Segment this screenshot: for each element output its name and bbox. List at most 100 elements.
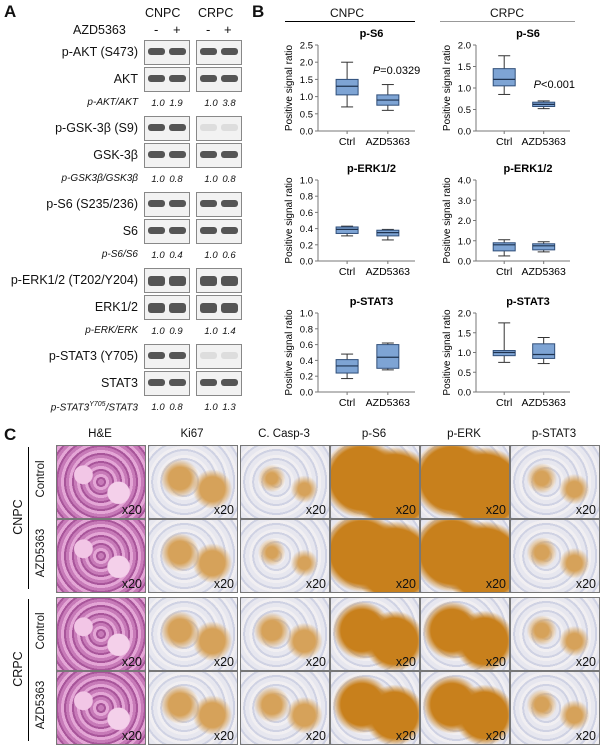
group-label: CRPC: [11, 651, 25, 687]
blot-band: [221, 352, 238, 359]
ihc-tile: x20: [56, 519, 146, 593]
magnification-label: x20: [485, 577, 506, 591]
blot-band: [148, 276, 165, 286]
p-value-symbol: P: [534, 79, 542, 91]
chart-title: p-STAT3: [506, 296, 550, 308]
y-tick-label: 0.0: [458, 127, 471, 138]
ratio-value: 1.0: [204, 174, 218, 185]
ihc-tile: x20: [420, 671, 510, 745]
blot-image: [144, 40, 190, 65]
chart-title: p-S6: [360, 28, 384, 40]
ihc-tile: x20: [56, 445, 146, 519]
ihc-tile: x20: [148, 445, 238, 519]
blot-band: [169, 227, 186, 234]
magnification-label: x20: [213, 729, 234, 743]
blot-label: p-AKT (S473): [61, 45, 138, 59]
cnpc-header-rule: [285, 21, 415, 22]
ratio-label: p-ERK/ERK: [85, 325, 138, 336]
x-tick-label: Ctrl: [496, 397, 512, 409]
blot-band: [200, 227, 217, 234]
y-tick-label: 1.0: [300, 309, 313, 320]
magnification-label: x20: [395, 503, 416, 517]
blot-band: [200, 200, 217, 207]
y-tick-label: 0.2: [300, 240, 313, 251]
magnification-label: x20: [485, 655, 506, 669]
x-tick-label: AZD5363: [522, 397, 567, 409]
y-tick-label: 1.0: [458, 348, 471, 359]
blot-band: [221, 379, 238, 386]
blot-band: [148, 227, 165, 234]
ihc-tile: x20: [148, 597, 238, 671]
ratio-value: 1.0: [204, 98, 218, 109]
magnification-label: x20: [305, 577, 326, 591]
blot-label: AKT: [113, 72, 138, 86]
blot-band: [221, 303, 238, 313]
y-tick-label: 0.8: [300, 324, 313, 335]
blot-band: [200, 124, 217, 131]
blot-image: [196, 344, 242, 369]
ihc-tile: x20: [240, 671, 330, 745]
blot-band: [169, 303, 186, 313]
magnification-label: x20: [575, 577, 596, 591]
ihc-tile: x20: [240, 597, 330, 671]
magnification-label: x20: [305, 655, 326, 669]
ratio-value: 0.8: [169, 174, 183, 185]
y-tick-label: 0.6: [300, 340, 313, 351]
ratio-value: 0.4: [169, 250, 183, 261]
blot-label: ERK1/2: [94, 300, 138, 314]
blot-image: [196, 67, 242, 92]
ihc-tile: x20: [330, 671, 420, 745]
ratio-label: p-STAT3Y705/STAT3: [50, 401, 138, 414]
panel-c-label: C: [4, 425, 17, 444]
blot-image: [196, 116, 242, 141]
group-bracket: [28, 447, 29, 589]
blot-image: [144, 344, 190, 369]
y-axis-label: Positive signal ratio: [442, 44, 453, 131]
box-iqr: [532, 343, 556, 359]
ratio-value: 1.0: [151, 174, 165, 185]
y-tick-label: 0.6: [300, 208, 313, 219]
magnification-label: x20: [485, 729, 506, 743]
ratio-value: 1.0: [204, 402, 218, 413]
blot-band: [169, 352, 186, 359]
y-tick-label: 2.0: [300, 58, 313, 69]
y-tick-label: 0.0: [458, 257, 471, 268]
y-tick-label: 0.4: [300, 356, 313, 367]
blot-band: [221, 48, 238, 55]
blot-band: [169, 379, 186, 386]
x-tick-label: AZD5363: [366, 397, 411, 409]
y-tick-label: 0.2: [300, 372, 313, 383]
chart-title: p-STAT3: [350, 296, 394, 308]
ihc-tile: x20: [330, 445, 420, 519]
ihc-tile: x20: [56, 671, 146, 745]
ihc-tile: x20: [330, 519, 420, 593]
blot-image: [196, 40, 242, 65]
blot-band: [169, 75, 186, 82]
blot-band: [221, 200, 238, 207]
blot-label: p-ERK1/2 (T202/Y204): [10, 273, 138, 287]
p-value-annotation: P=0.0329: [373, 65, 420, 77]
y-tick-label: 4.0: [458, 176, 471, 187]
magnification-label: x20: [121, 729, 142, 743]
ihc-tile: x20: [148, 519, 238, 593]
crpc-column-header: CRPC: [490, 6, 525, 20]
blot-band: [169, 200, 186, 207]
y-tick-label: 3.0: [458, 196, 471, 207]
blot-band: [200, 151, 217, 158]
ihc-tile: x20: [240, 445, 330, 519]
magnification-label: x20: [305, 729, 326, 743]
y-tick-label: 1.0: [300, 92, 313, 103]
magnification-label: x20: [575, 503, 596, 517]
blot-image: [144, 192, 190, 217]
blot-image: [144, 143, 190, 168]
ratio-value: 0.8: [222, 174, 236, 185]
blot-image: [196, 371, 242, 396]
column-header: H&E: [88, 428, 112, 440]
blot-image: [196, 295, 242, 320]
blot-band: [148, 151, 165, 158]
blot-band: [148, 75, 165, 82]
box-iqr: [492, 242, 516, 252]
crpc-header: CRPC: [198, 6, 234, 20]
blot-band: [169, 48, 186, 55]
crpc-header-rule: [440, 21, 575, 22]
